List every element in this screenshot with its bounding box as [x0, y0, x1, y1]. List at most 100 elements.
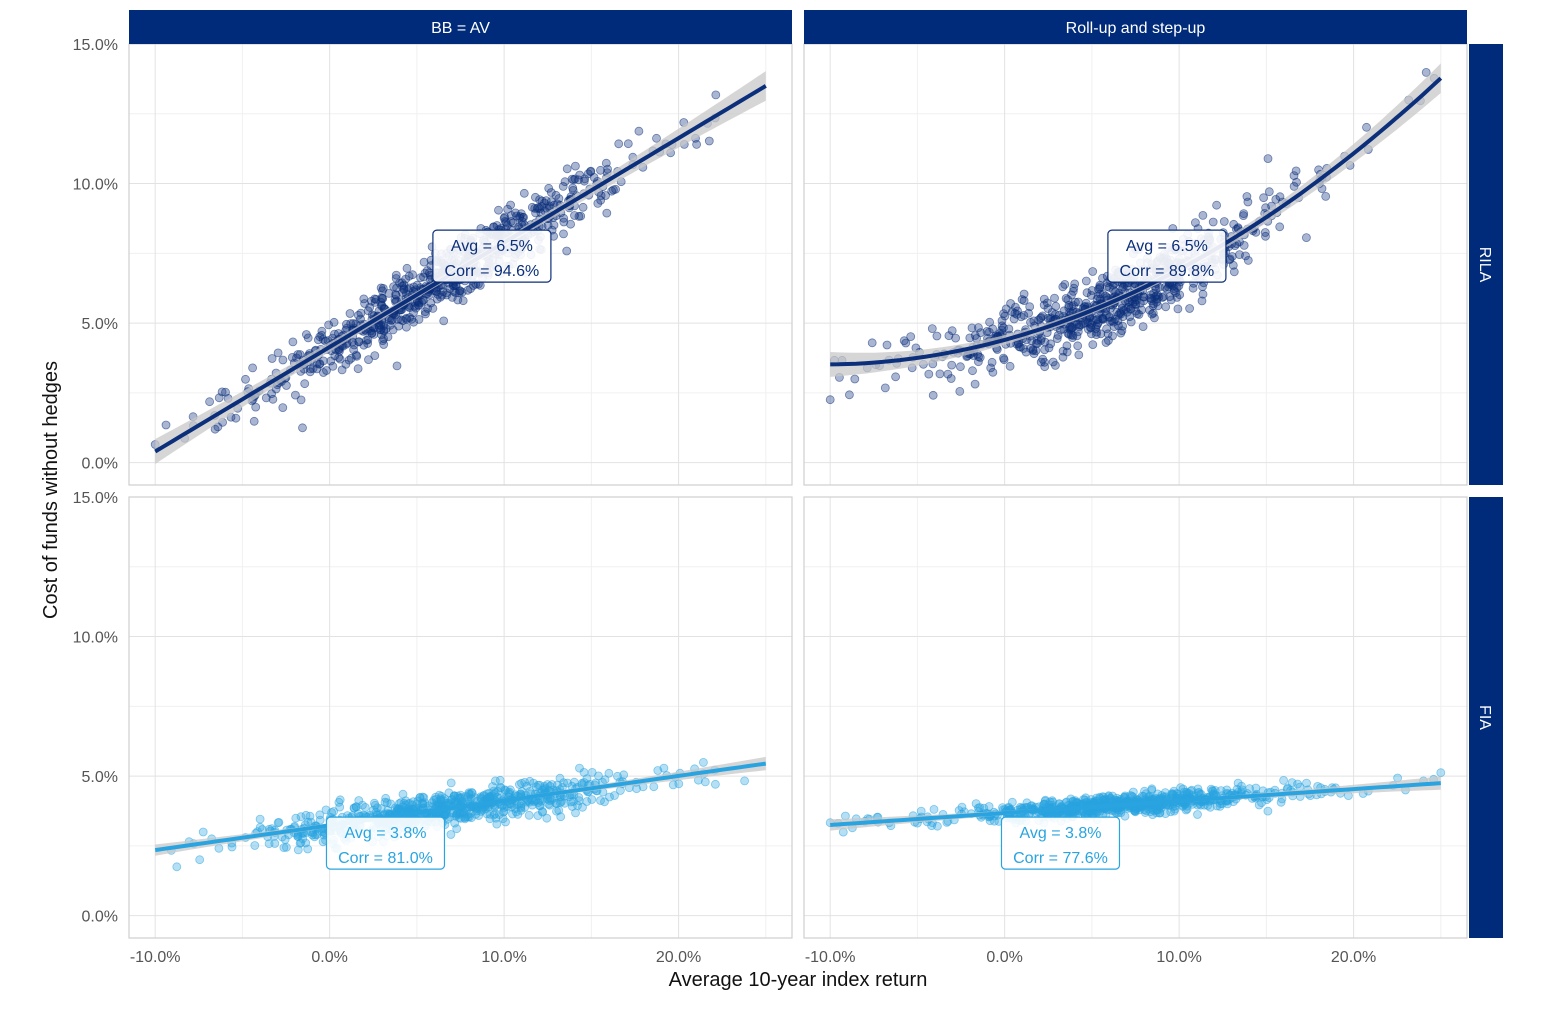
data-point: [619, 770, 629, 780]
data-point: [1261, 231, 1270, 241]
data-point: [1116, 307, 1126, 317]
data-point: [273, 818, 283, 828]
data-point: [1245, 784, 1254, 793]
data-point: [376, 297, 386, 307]
data-point: [296, 395, 306, 405]
data-point: [559, 229, 568, 239]
data-point: [711, 90, 721, 100]
data-point: [1362, 122, 1371, 132]
panel-border: [128, 496, 793, 939]
data-point: [1276, 797, 1286, 807]
data-point: [880, 383, 890, 393]
data-point: [494, 205, 503, 215]
data-point: [740, 776, 749, 786]
annotation-avg: Avg = 3.8%: [1019, 825, 1101, 842]
data-point: [455, 793, 465, 803]
data-point: [545, 800, 555, 810]
data-point: [508, 809, 517, 819]
data-point: [1067, 290, 1076, 300]
data-point: [1139, 292, 1148, 302]
data-point: [303, 844, 313, 854]
data-point: [354, 337, 364, 347]
data-point: [542, 813, 552, 823]
facet-strip-top: [804, 10, 1467, 44]
data-point: [1302, 233, 1311, 243]
annotation-avg: Avg = 6.5%: [1126, 238, 1208, 255]
data-point: [1182, 804, 1192, 814]
data-point: [458, 296, 468, 306]
data-point: [1036, 312, 1046, 322]
data-point: [348, 319, 358, 328]
data-point: [578, 202, 588, 212]
data-point: [401, 796, 411, 806]
data-point: [951, 333, 960, 343]
annotation-corr: Corr = 89.8%: [1120, 263, 1215, 280]
data-point: [1264, 187, 1274, 197]
data-point: [882, 340, 892, 350]
data-point: [1134, 310, 1144, 319]
data-point: [281, 842, 291, 852]
data-point: [901, 338, 911, 348]
annotation-label: Avg = 6.5% Corr = 94.6%: [432, 229, 552, 283]
data-point: [1131, 807, 1140, 817]
data-point: [464, 812, 474, 822]
data-point: [649, 782, 659, 792]
panel-border: [803, 496, 1468, 939]
data-point: [845, 390, 854, 400]
panel-2: Avg = 6.5% Corr = 89.8%: [803, 43, 1468, 486]
facet-strip-right-label: RILA: [1476, 247, 1493, 283]
data-point: [1243, 255, 1253, 265]
data-point: [574, 793, 584, 802]
data-point: [1178, 784, 1188, 794]
data-point: [944, 331, 954, 341]
data-point: [1243, 197, 1253, 207]
data-point: [1279, 776, 1288, 785]
data-point: [1025, 302, 1035, 312]
data-point: [596, 195, 606, 205]
data-point: [315, 359, 325, 369]
data-point: [519, 188, 529, 198]
x-tick-label: 0.0%: [311, 949, 347, 966]
data-point: [545, 796, 554, 805]
facet-strip-top-label: Roll-up and step-up: [1066, 20, 1206, 37]
data-point: [395, 278, 405, 288]
data-point: [985, 317, 994, 327]
annotation-corr: Corr = 81.0%: [338, 850, 433, 867]
data-point: [270, 839, 280, 848]
data-point: [396, 315, 406, 325]
data-point: [241, 374, 250, 384]
data-point: [195, 855, 205, 865]
data-point: [464, 788, 474, 798]
data-point: [1148, 301, 1158, 311]
data-point: [1082, 288, 1092, 298]
y-tick-label: 5.0%: [82, 316, 118, 333]
data-point: [1040, 796, 1050, 806]
panel-3: Avg = 3.8% Corr = 81.0%: [128, 496, 793, 939]
data-point: [956, 362, 965, 372]
data-point: [1092, 330, 1101, 340]
data-point: [974, 803, 983, 813]
data-point: [589, 172, 599, 182]
data-point: [1263, 806, 1273, 816]
data-point: [369, 798, 379, 808]
data-point: [501, 817, 510, 827]
data-point: [965, 333, 975, 343]
data-point: [1198, 289, 1208, 299]
data-point: [652, 133, 661, 143]
data-point: [1219, 217, 1229, 226]
data-point: [1259, 193, 1268, 203]
facet-strip-right: [1469, 497, 1503, 938]
data-point: [1289, 181, 1299, 191]
data-point: [1436, 768, 1446, 778]
data-point: [596, 191, 606, 201]
data-point: [568, 183, 578, 193]
data-point: [450, 818, 460, 828]
data-point: [1021, 347, 1031, 357]
data-point: [1144, 804, 1153, 814]
data-point: [390, 803, 400, 813]
data-point: [552, 806, 561, 816]
data-point: [541, 196, 551, 206]
data-point: [1074, 322, 1084, 332]
data-point: [416, 273, 425, 283]
